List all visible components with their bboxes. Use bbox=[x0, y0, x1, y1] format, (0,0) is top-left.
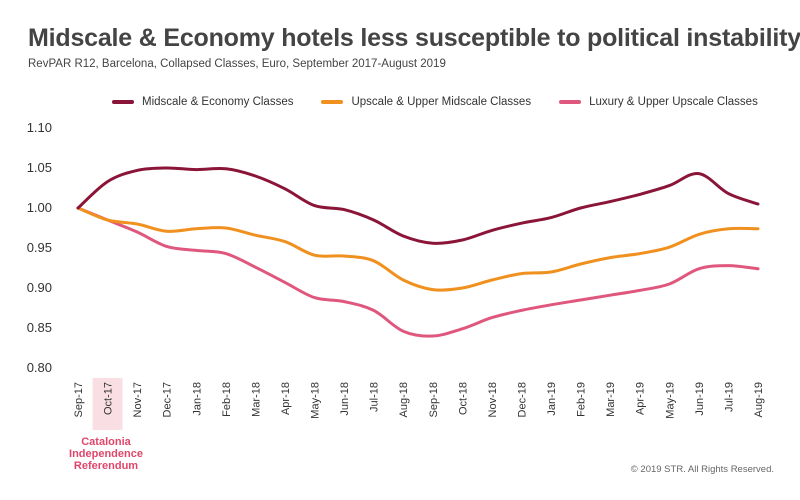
legend: Midscale & Economy Classes Upscale & Upp… bbox=[112, 96, 758, 108]
x-tick-label: Jul-18 bbox=[369, 382, 381, 412]
x-tick-label: Jan-18 bbox=[191, 382, 203, 416]
y-tick-label: 0.95 bbox=[27, 240, 52, 255]
x-tick-label: Jul-19 bbox=[723, 382, 735, 412]
legend-item-luxury: Luxury & Upper Upscale Classes bbox=[559, 96, 758, 108]
x-tick-label: Jan-19 bbox=[546, 382, 558, 416]
chart-subtitle: RevPAR R12, Barcelona, Collapsed Classes… bbox=[28, 58, 446, 70]
series-line-upscale-upper-midscale bbox=[76, 206, 760, 292]
x-tick-label: Sep-17 bbox=[73, 382, 85, 417]
x-tick-label: Feb-19 bbox=[576, 382, 588, 417]
highlight-oct-17 bbox=[92, 378, 123, 430]
series-line-midscale-economy bbox=[76, 166, 760, 245]
x-tick-label: Dec-17 bbox=[162, 382, 174, 417]
x-tick-label: Apr-19 bbox=[635, 382, 647, 415]
legend-swatch-midscale bbox=[112, 100, 134, 104]
y-tick-label: 1.00 bbox=[27, 200, 52, 215]
x-tick-label: Oct-18 bbox=[457, 382, 469, 415]
x-tick-label: Dec-18 bbox=[516, 382, 528, 417]
chart-title: Midscale & Economy hotels less susceptib… bbox=[28, 24, 800, 52]
x-tick-label: Sep-18 bbox=[428, 382, 440, 417]
y-tick-label: 1.05 bbox=[27, 160, 52, 175]
annotation-line-2: Independence bbox=[69, 448, 143, 460]
x-tick-label: Jun-19 bbox=[694, 382, 706, 416]
legend-swatch-upscale bbox=[321, 100, 344, 104]
series-line-luxury-upper-upscale bbox=[76, 206, 760, 338]
annotation-line-1: Catalonia bbox=[81, 436, 131, 448]
y-tick-label: 1.10 bbox=[27, 120, 52, 135]
x-tick-label: Jun-18 bbox=[339, 382, 351, 416]
y-tick-label: 0.80 bbox=[27, 360, 52, 375]
x-tick-label: Nov-18 bbox=[487, 382, 499, 417]
x-tick-label: May-19 bbox=[664, 382, 676, 419]
y-tick-label: 0.90 bbox=[27, 280, 52, 295]
x-tick-label: Mar-19 bbox=[605, 382, 617, 417]
legend-label-luxury: Luxury & Upper Upscale Classes bbox=[589, 96, 758, 108]
legend-label-midscale: Midscale & Economy Classes bbox=[142, 96, 294, 108]
legend-item-upscale: Upscale & Upper Midscale Classes bbox=[321, 96, 531, 108]
x-tick-label: Nov-17 bbox=[132, 382, 144, 417]
x-tick-label: Aug-19 bbox=[753, 382, 765, 417]
copyright-notice: © 2019 STR. All Rights Reserved. bbox=[630, 464, 774, 475]
legend-swatch-luxury bbox=[559, 100, 582, 104]
y-tick-label: 0.85 bbox=[27, 320, 52, 335]
annotation-line-3: Referendum bbox=[73, 460, 139, 472]
x-tick-label: May-18 bbox=[310, 382, 322, 419]
legend-label-upscale: Upscale & Upper Midscale Classes bbox=[351, 96, 532, 108]
x-tick-label: Mar-18 bbox=[250, 382, 262, 417]
legend-item-midscale: Midscale & Economy Classes bbox=[112, 96, 293, 108]
referendum-annotation: Catalonia Independence Referendum bbox=[66, 436, 146, 472]
x-tick-label: Apr-18 bbox=[280, 382, 292, 415]
x-tick-label: Feb-18 bbox=[221, 382, 233, 417]
x-tick-label: Aug-18 bbox=[398, 382, 410, 417]
x-tick-label: Oct-17 bbox=[103, 382, 115, 415]
